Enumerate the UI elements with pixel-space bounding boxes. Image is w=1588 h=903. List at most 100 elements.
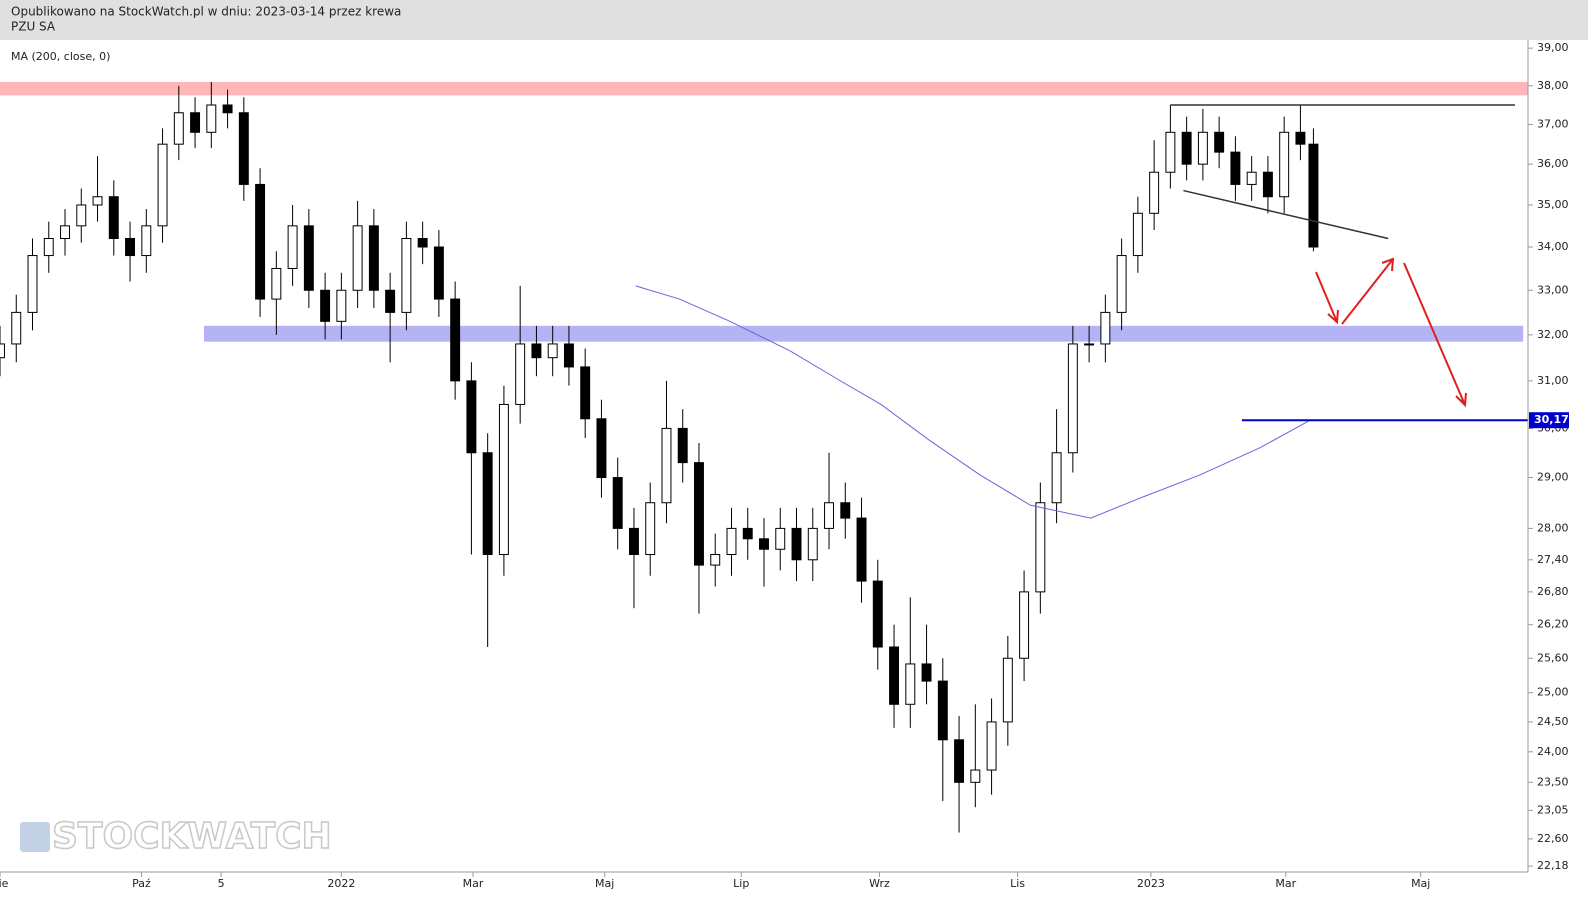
candle	[840, 482, 851, 539]
candle	[742, 507, 753, 560]
candle	[1084, 325, 1095, 363]
candle-body	[141, 225, 152, 257]
candle-body	[563, 343, 574, 368]
candle	[352, 200, 363, 308]
x-tick-label: Sie	[0, 877, 9, 890]
candle-body	[937, 680, 948, 741]
candle-body	[417, 238, 428, 248]
candle	[303, 209, 314, 308]
candle	[336, 272, 347, 340]
y-tick-label: 25,60	[1537, 651, 1569, 664]
candle-body	[1132, 212, 1143, 257]
y-tick-label: 35,00	[1537, 198, 1569, 211]
trend-line	[1183, 189, 1389, 240]
x-tick-label: Maj	[595, 877, 614, 890]
candle-body	[206, 104, 217, 133]
candle	[889, 624, 900, 728]
candle	[206, 81, 217, 149]
candle-body	[1308, 143, 1319, 248]
candle	[0, 325, 5, 377]
candle-body	[970, 769, 981, 783]
y-tick-label: 29,00	[1537, 471, 1569, 484]
candle-body	[190, 112, 201, 133]
candle-body	[222, 104, 233, 114]
candle	[173, 85, 184, 161]
candle	[287, 204, 298, 286]
candle	[1132, 196, 1143, 273]
candle-body	[547, 343, 558, 359]
candle-body	[1084, 343, 1095, 346]
candle	[905, 597, 916, 728]
arrow	[1315, 271, 1339, 325]
price-label-box	[1529, 412, 1569, 429]
watermark-icon	[20, 822, 50, 852]
candle	[1246, 156, 1257, 201]
candle	[596, 399, 607, 498]
y-tick-label: 22,60	[1537, 832, 1569, 845]
zone-band	[0, 81, 1528, 96]
candle-body	[76, 204, 87, 227]
candle-body	[1067, 343, 1078, 454]
candle	[954, 716, 965, 833]
candle	[1149, 140, 1160, 231]
candle-body	[173, 112, 184, 145]
watermark: STOCKWATCH	[20, 815, 332, 858]
plot-area	[0, 81, 1528, 833]
candle	[60, 209, 70, 256]
candle-body	[986, 721, 997, 771]
candle	[320, 272, 331, 340]
candle	[580, 348, 591, 439]
candle-body	[1181, 131, 1192, 165]
x-tick-label: 2022	[327, 877, 355, 890]
candle-body	[905, 663, 916, 705]
price-label: 30,17	[1534, 413, 1569, 426]
candle	[108, 180, 119, 256]
candle	[141, 209, 152, 273]
candle-body	[661, 427, 672, 504]
candle	[628, 507, 639, 609]
candle-body	[368, 225, 379, 291]
candle	[710, 533, 721, 587]
candle	[1067, 325, 1078, 473]
candle	[157, 128, 168, 243]
candle-body	[531, 343, 542, 359]
candle	[921, 624, 932, 705]
candle-body	[498, 403, 509, 556]
candle	[1295, 104, 1306, 161]
published-note: Opublikowano na StockWatch.pl w dniu: 20…	[11, 5, 401, 19]
candle-body	[482, 452, 493, 556]
y-tick-label: 25,00	[1537, 686, 1569, 699]
y-tick-label: 23,50	[1537, 775, 1569, 788]
candle-body	[92, 196, 103, 206]
candle	[125, 221, 136, 282]
candle-body	[157, 143, 168, 227]
candle-body	[921, 663, 932, 682]
candle	[515, 285, 526, 424]
candle-body	[596, 418, 607, 479]
candle	[1051, 409, 1062, 524]
candle	[368, 209, 379, 308]
candle	[791, 507, 802, 582]
candle	[1262, 156, 1273, 214]
candle-body	[433, 246, 444, 300]
y-tick-label: 32,00	[1537, 328, 1569, 341]
candle	[450, 281, 461, 400]
y-tick-label: 33,00	[1537, 283, 1569, 296]
candle	[1165, 104, 1176, 189]
candle-body	[385, 289, 396, 313]
candle-body	[11, 311, 22, 345]
candle-body	[1246, 171, 1257, 185]
candle-body	[1116, 255, 1127, 313]
indicator-label: MA (200, close, 0)	[11, 50, 110, 63]
candle	[466, 362, 477, 555]
candle-body	[1019, 591, 1030, 659]
candle	[190, 97, 201, 149]
x-tick-label: Maj	[1411, 877, 1430, 890]
candle-body	[824, 502, 834, 529]
candle	[872, 559, 883, 670]
candle-body	[872, 580, 883, 648]
candle-body	[742, 527, 753, 540]
candle-body	[255, 183, 266, 300]
